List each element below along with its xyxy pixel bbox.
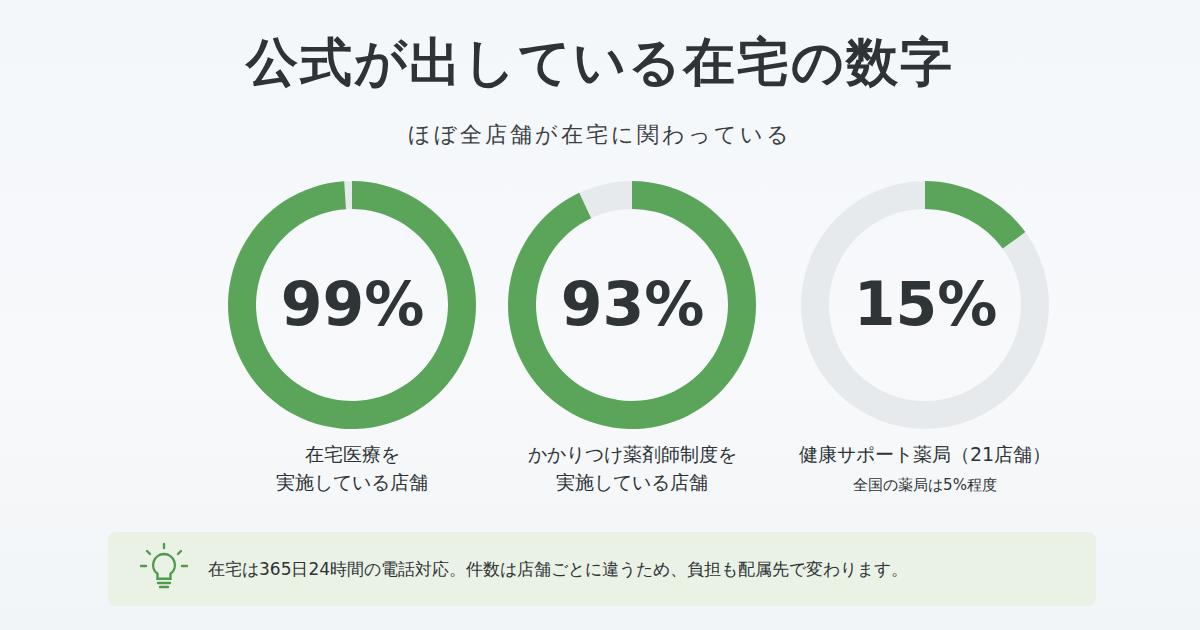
svg-text:15%: 15% (854, 269, 998, 339)
html-text:全国の薬局は5%程度: 全国の薬局は5%程度 (853, 476, 997, 494)
html-text:公式が出している在宅の数字: 公式が出している在宅の数字 (246, 32, 954, 92)
svg-text:99%: 99% (281, 269, 425, 339)
svg-text:93%: 93% (561, 269, 705, 339)
html-text:かかりつけ薬剤師制度を 実施している店舗: かかりつけ薬剤師制度を 実施している店舗 (527, 443, 737, 493)
html-text:ほぼ全店舗が在宅に関わっている: ほぼ全店舗が在宅に関わっている (408, 122, 792, 147)
html-text:健康サポート薬局（21店舗）: 健康サポート薬局（21店舗） (798, 443, 1052, 465)
html-text:在宅医療を 実施している店舗: 在宅医療を 実施している店舗 (276, 443, 428, 493)
html-text:在宅は365日24時間の電話対応。件数は店舗ごとに違うため、: 在宅は365日24時間の電話対応。件数は店舗ごとに違うため、負担も配属先で変わり… (208, 559, 909, 579)
